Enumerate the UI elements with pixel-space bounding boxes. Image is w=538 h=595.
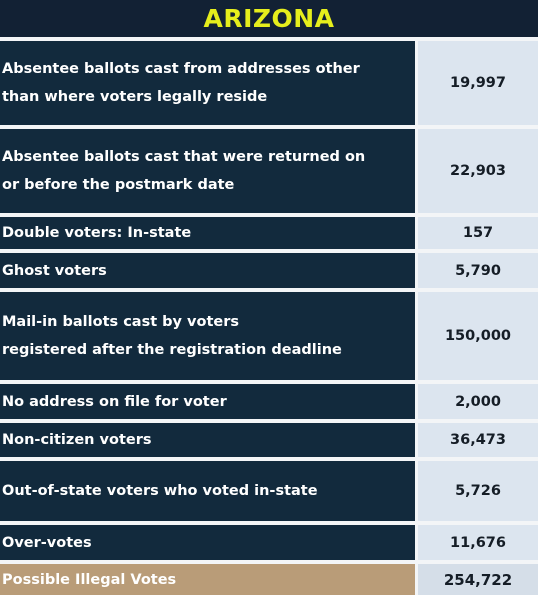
row-label: Over-votes	[0, 525, 415, 560]
table-row: Mail-in ballots cast by voters registere…	[0, 292, 538, 380]
title-bar: ARIZONA	[0, 0, 538, 37]
row-label: Ghost voters	[0, 253, 415, 288]
row-value: 36,473	[418, 423, 538, 457]
table-row: Ghost voters 5,790	[0, 253, 538, 288]
total-label: Possible Illegal Votes	[0, 564, 415, 595]
row-value: 2,000	[418, 384, 538, 419]
row-label: Non-citizen voters	[0, 423, 415, 457]
total-row: Possible Illegal Votes 254,722	[0, 564, 538, 595]
row-label: Absentee ballots cast from addresses oth…	[0, 41, 415, 125]
table-row: Out-of-state voters who voted in-state 5…	[0, 461, 538, 521]
state-title: ARIZONA	[203, 4, 335, 33]
table-row: Absentee ballots cast from addresses oth…	[0, 41, 538, 125]
row-value: 22,903	[418, 129, 538, 213]
table-row: No address on file for voter 2,000	[0, 384, 538, 419]
row-value: 11,676	[418, 525, 538, 560]
row-label: Mail-in ballots cast by voters registere…	[0, 292, 415, 380]
row-label: Double voters: In-state	[0, 217, 415, 249]
table-row: Double voters: In-state 157	[0, 217, 538, 249]
row-label: No address on file for voter	[0, 384, 415, 419]
row-label: Out-of-state voters who voted in-state	[0, 461, 415, 521]
total-value: 254,722	[418, 564, 538, 595]
row-label: Absentee ballots cast that were returned…	[0, 129, 415, 213]
table-row: Non-citizen voters 36,473	[0, 423, 538, 457]
row-value: 150,000	[418, 292, 538, 380]
table-row: Absentee ballots cast that were returned…	[0, 129, 538, 213]
row-value: 5,790	[418, 253, 538, 288]
row-value: 157	[418, 217, 538, 249]
row-value: 19,997	[418, 41, 538, 125]
row-value: 5,726	[418, 461, 538, 521]
table-row: Over-votes 11,676	[0, 525, 538, 560]
